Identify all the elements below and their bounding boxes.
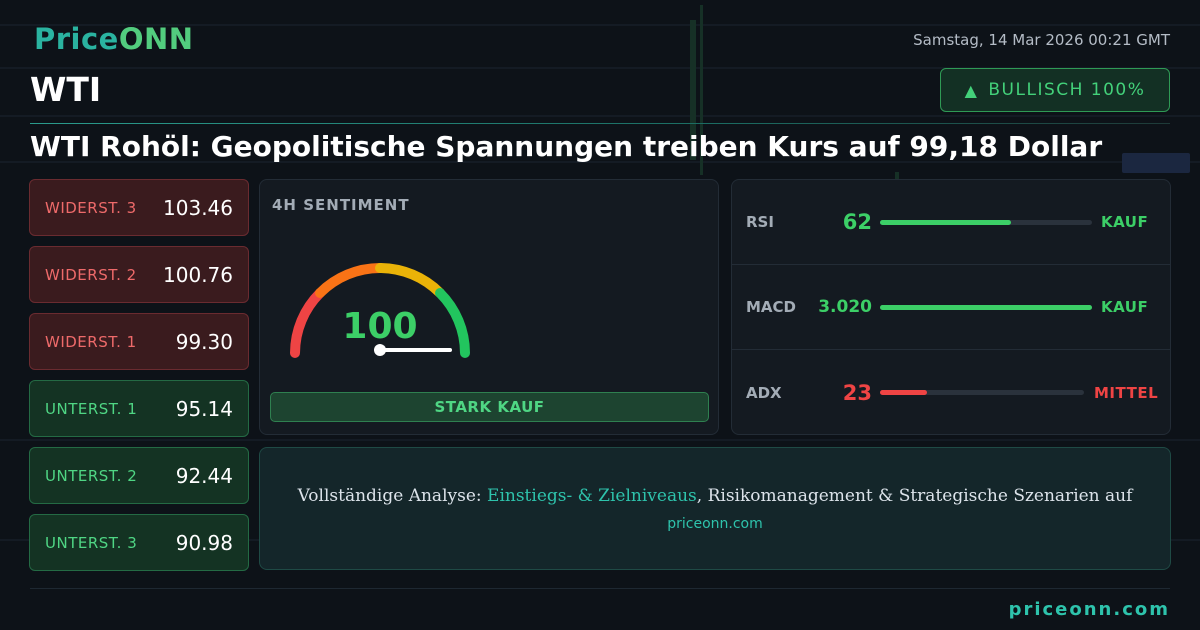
level-value: 90.98	[175, 530, 233, 555]
level-label: WIDERST. 3	[45, 198, 137, 217]
logo-text-price: Price	[34, 22, 119, 56]
indicator-signal: KAUF	[1101, 298, 1149, 316]
gauge-segment-green	[435, 288, 470, 358]
indicator-bar-track	[880, 390, 1084, 395]
indicator-bar-track	[880, 219, 1092, 225]
timestamp: Samstag, 14 Mar 2026 00:21 GMT	[913, 31, 1170, 49]
brand-logo: PriceONN	[34, 22, 194, 56]
indicator-row-adx: ADX 23 MITTEL	[732, 350, 1170, 435]
indicator-row-macd: MACD 3.020 KAUF	[732, 265, 1170, 350]
gauge-segment-yellow	[375, 263, 445, 298]
indicator-value: 23	[842, 380, 872, 405]
promo-text: Vollständige Analyse: Einstiegs- & Zieln…	[260, 486, 1170, 506]
indicator-bar-fill	[880, 304, 1092, 310]
gauge-segment-red	[290, 288, 325, 358]
trend-label: BULLISCH 100%	[988, 80, 1146, 100]
logo-text-onn: ONN	[118, 22, 194, 56]
indicator-name: MACD	[746, 298, 796, 316]
promo-highlight: Einstiegs- & Zielniveaus	[487, 486, 697, 506]
level-value: 103.46	[163, 195, 233, 220]
sentiment-card: 4H SENTIMENT 100 STARK KAUF	[259, 179, 719, 435]
level-value: 100.76	[163, 262, 233, 287]
level-label: WIDERST. 2	[45, 265, 137, 284]
sentiment-value: 100	[342, 306, 418, 347]
promo-suffix: , Risikomanagement & Strategische Szenar…	[696, 486, 1133, 506]
indicator-bar-fill	[880, 390, 927, 395]
indicators-card: RSI 62 KAUF MACD 3.020 KAUF ADX 23 MITTE…	[731, 179, 1171, 435]
gauge-segment-orange	[315, 263, 385, 298]
level-resistance-2: WIDERST. 2 100.76	[29, 246, 249, 303]
instrument-symbol: WTI	[30, 70, 102, 109]
header-divider	[30, 123, 1170, 124]
promo-prefix: Vollständige Analyse:	[297, 486, 488, 506]
level-resistance-3: WIDERST. 3 103.46	[29, 179, 249, 236]
promo-card: Vollständige Analyse: Einstiegs- & Zieln…	[259, 447, 1171, 570]
sentiment-gauge	[290, 263, 470, 358]
level-support-3: UNTERST. 3 90.98	[29, 514, 249, 571]
footer-divider	[30, 588, 1170, 589]
indicator-name: ADX	[746, 383, 782, 402]
level-label: WIDERST. 1	[45, 332, 137, 351]
gauge-pivot	[374, 344, 386, 356]
level-value: 95.14	[175, 396, 233, 421]
level-label: UNTERST. 3	[45, 533, 138, 552]
level-support-2: UNTERST. 2 92.44	[29, 447, 249, 504]
promo-link[interactable]: priceonn.com	[667, 516, 763, 532]
indicator-value: 3.020	[818, 297, 872, 317]
level-value: 99.30	[175, 329, 233, 354]
trend-badge: ▲ BULLISCH 100%	[940, 68, 1170, 112]
footer-url[interactable]: priceonn.com	[1008, 599, 1170, 620]
level-support-1: UNTERST. 1 95.14	[29, 380, 249, 437]
level-resistance-1: WIDERST. 1 99.30	[29, 313, 249, 370]
indicator-value: 62	[842, 210, 872, 234]
indicator-bar-track	[880, 304, 1092, 310]
level-label: UNTERST. 1	[45, 399, 138, 418]
indicator-signal: KAUF	[1101, 213, 1149, 231]
sentiment-verdict: STARK KAUF	[270, 392, 709, 422]
indicator-name: RSI	[746, 213, 774, 231]
sentiment-title: 4H SENTIMENT	[272, 196, 410, 214]
indicator-bar-fill	[880, 219, 1012, 225]
levels-list: WIDERST. 3 103.46 WIDERST. 2 100.76 WIDE…	[29, 179, 249, 581]
indicator-signal: MITTEL	[1094, 383, 1159, 402]
headline: WTI Rohöl: Geopolitische Spannungen trei…	[30, 130, 1103, 163]
triangle-up-icon: ▲	[964, 80, 979, 100]
indicator-row-rsi: RSI 62 KAUF	[732, 180, 1170, 265]
level-label: UNTERST. 2	[45, 466, 138, 485]
level-value: 92.44	[175, 463, 233, 488]
